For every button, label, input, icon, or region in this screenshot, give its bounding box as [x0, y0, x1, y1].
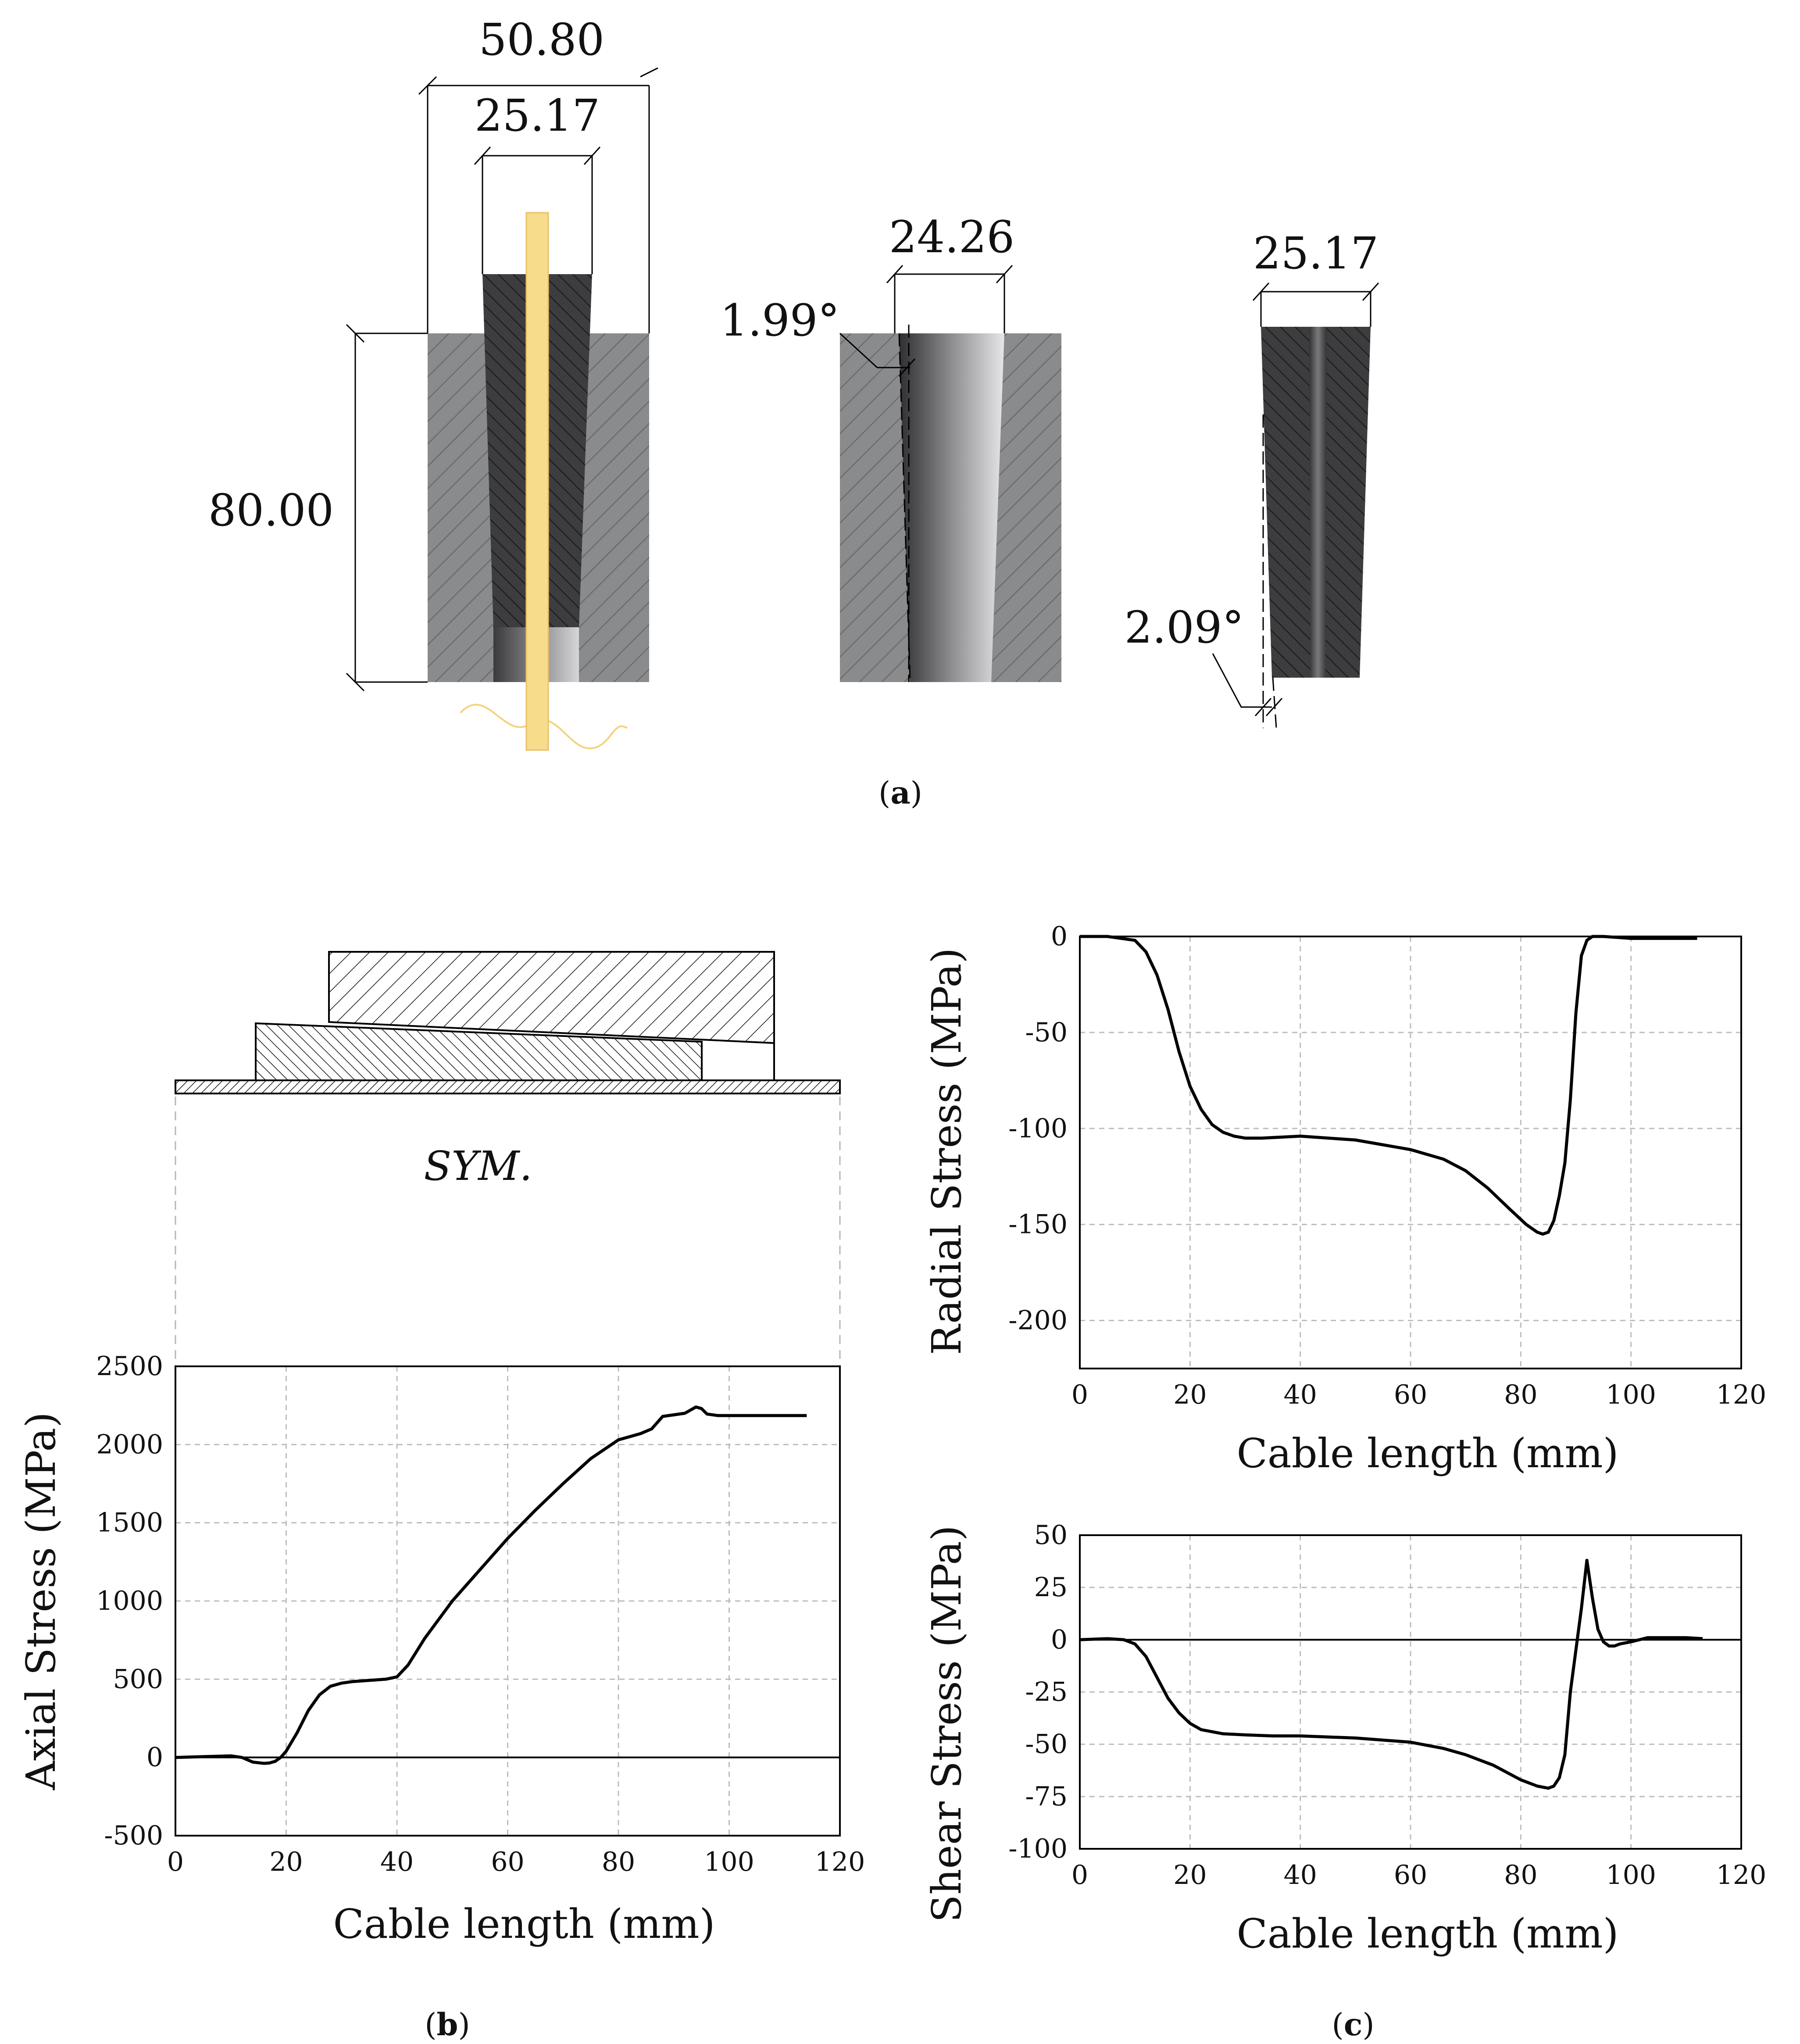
radial-x-tick-label: 100: [1606, 1379, 1656, 1410]
shear-y-tick-label: -50: [1025, 1729, 1068, 1760]
axial-y-tick-label: -500: [104, 1820, 163, 1851]
barrel-section: 24.26 1.99°: [720, 211, 1061, 683]
shear-x-tick-label: 0: [1071, 1860, 1088, 1890]
radial-y-tick-label: -100: [1008, 1113, 1068, 1144]
shear-tick-labels: 0 20 40 60 80 100 120 -100 -75 -50 -25 0 25 50: [1008, 1520, 1766, 1890]
shear-y-tick-label: 25: [1034, 1572, 1068, 1603]
shear-y-tick-label: -75: [1025, 1781, 1068, 1812]
axial-stress-line: [175, 1405, 807, 1765]
barrel-angle-label: 1.99°: [720, 295, 840, 346]
wedge-section: 25.17 2.09°: [1125, 228, 1379, 729]
shear-gridlines: [1080, 1535, 1741, 1849]
axial-x-tick-label: 80: [602, 1847, 635, 1877]
wedge-top-width-dimension: 25.17: [474, 90, 601, 274]
outer-width-label: 50.80: [479, 14, 604, 65]
shear-y-tick-label: -100: [1008, 1833, 1068, 1864]
axial-x-tick-label: 20: [269, 1847, 303, 1877]
axial-y-tick-label: 1500: [96, 1508, 163, 1538]
radial-x-tick-label: 80: [1504, 1379, 1537, 1410]
radial-plot-frame: [1079, 936, 1742, 1369]
strand-break-mark: [460, 704, 628, 750]
axial-y-tick-label: 1000: [96, 1586, 163, 1616]
shear-y-tick-label: -25: [1025, 1677, 1068, 1708]
axial-y-tick-label: 500: [113, 1664, 163, 1694]
radial-tick-labels: 0 20 40 60 80 100 120 0 -50 -100 -150 -200: [1008, 921, 1766, 1410]
height-dimension: 80.00: [208, 324, 428, 692]
radial-y-tick-label: -150: [1008, 1209, 1068, 1240]
axial-plot-frame: [175, 1365, 841, 1837]
radial-y-tick-label: -50: [1025, 1017, 1068, 1048]
symmetry-label: SYM.: [424, 1143, 532, 1190]
shear-x-tick-label: 40: [1283, 1860, 1317, 1890]
radial-gridlines: [1080, 936, 1741, 1369]
schematic-strand: [175, 1079, 841, 1094]
shear-y-tick-label: 50: [1034, 1520, 1068, 1551]
axial-x-axis-label: Cable length (mm): [333, 1901, 715, 1948]
wedge-top-width-label: 25.17: [475, 90, 600, 141]
shear-plot-frame: [1079, 1534, 1742, 1850]
axial-y-tick-label: 2500: [96, 1351, 163, 1382]
axial-y-tick-label: 2000: [96, 1429, 163, 1460]
bore-width-label: 24.26: [889, 211, 1014, 263]
shear-stress-line: [1079, 1558, 1703, 1790]
radial-y-tick-label: -200: [1008, 1305, 1068, 1336]
shear-x-tick-label: 80: [1504, 1860, 1537, 1890]
panel-a-anchor-assembly: 50.80 25.17 80.00: [208, 14, 1379, 811]
panel-b: SYM. 0 20 40 60 80 100 120-5000500100015002000…: [18, 951, 865, 2043]
radial-x-tick-label: 60: [1394, 1379, 1427, 1410]
axial-x-tick-label: 60: [491, 1847, 524, 1877]
height-label: 80.00: [208, 485, 334, 536]
shear-x-tick-label: 100: [1606, 1860, 1656, 1890]
axial-stress-chart: 0 20 40 60 80 100 120-50005001000150020002500 …: [18, 1351, 865, 1948]
radial-x-tick-label: 40: [1283, 1379, 1317, 1410]
outer-width-dimension: 50.80: [418, 14, 658, 333]
shear-y-axis-label: Shear Stress (MPa): [923, 1525, 970, 1923]
axial-y-axis-label: Axial Stress (MPa): [18, 1412, 64, 1790]
radial-y-axis-label: Radial Stress (MPa): [923, 948, 970, 1355]
axial-gridlines: [175, 1366, 840, 1836]
anchor-assembly: [428, 212, 649, 751]
shear-x-tick-label: 60: [1394, 1860, 1427, 1890]
radial-stress-line: [1080, 935, 1697, 1236]
axial-x-tick-label: 0: [167, 1847, 184, 1877]
strand: [525, 212, 549, 751]
panel-b-caption: (b): [425, 2006, 470, 2043]
axial-x-tick-label: 100: [704, 1847, 754, 1877]
radial-x-tick-label: 20: [1173, 1379, 1207, 1410]
shear-y-tick-label: 0: [1051, 1624, 1068, 1655]
panel-c: 0 20 40 60 80 100 120 0 -50 -100 -150 -200 Cable le…: [923, 921, 1766, 2043]
shear-x-tick-label: 120: [1716, 1860, 1767, 1890]
axial-y-tick-label: 0: [146, 1742, 163, 1773]
axial-x-tick-label: 40: [380, 1847, 414, 1877]
shear-x-axis-label: Cable length (mm): [1237, 1910, 1619, 1957]
axial-x-tick-label: 120: [815, 1847, 865, 1877]
panel-a-caption: (a): [879, 775, 922, 811]
wedge-width-label: 25.17: [1253, 228, 1379, 279]
radial-x-tick-label: 0: [1071, 1379, 1088, 1410]
shear-x-tick-label: 20: [1173, 1860, 1207, 1890]
barrel-section-bore: [899, 333, 1004, 682]
panel-c-caption: (c): [1332, 2006, 1374, 2043]
radial-x-axis-label: Cable length (mm): [1237, 1430, 1619, 1477]
radial-y-tick-label: 0: [1051, 921, 1068, 952]
shear-stress-chart: 0 20 40 60 80 100 120 -100 -75 -50 -25 0 25 50 Cable …: [923, 1520, 1766, 1957]
wedge-section-core: [1309, 327, 1327, 678]
wedge-angle-label: 2.09°: [1125, 602, 1244, 653]
radial-stress-chart: 0 20 40 60 80 100 120 0 -50 -100 -150 -200 Cable le…: [923, 921, 1766, 1477]
radial-x-tick-label: 120: [1716, 1379, 1767, 1410]
contact-schematic: SYM.: [175, 951, 841, 1366]
